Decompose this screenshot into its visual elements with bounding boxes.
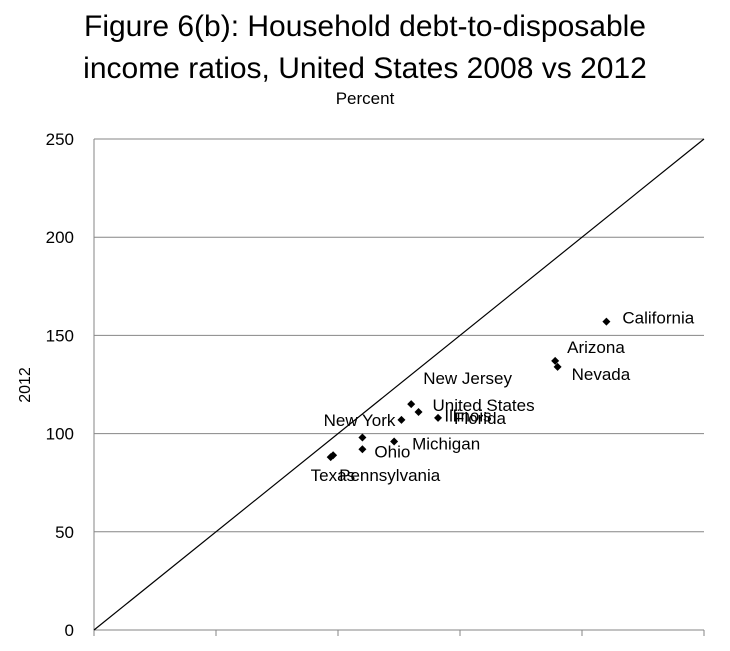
data-point	[390, 437, 399, 446]
point-label: Texas	[311, 466, 355, 485]
data-point	[553, 362, 562, 371]
y-tick-label: 150	[46, 326, 74, 345]
data-points	[326, 317, 611, 462]
data-point	[434, 413, 443, 422]
point-label: Ohio	[374, 442, 410, 461]
y-tick-label: 200	[46, 228, 74, 247]
point-label: Nevada	[572, 365, 631, 384]
point-labels: California Arizona Nevada New Jersey United …	[311, 309, 695, 486]
y-tick-label: 0	[65, 621, 74, 640]
axes: 0 50 100 150 200 250	[46, 130, 705, 640]
chart-subtitle: Percent	[335, 89, 395, 108]
data-point	[551, 356, 560, 365]
chart-title: Figure 6(b): Household debt-to-disposabl…	[0, 6, 730, 90]
point-label: Pennsylvania	[339, 466, 441, 485]
data-point	[407, 400, 416, 409]
point-label: Florida	[454, 409, 507, 428]
chart-title-line-2: income ratios, United States 2008 vs 201…	[83, 52, 647, 85]
gridlines	[94, 138, 704, 533]
data-point	[602, 317, 611, 326]
y-tick-label: 100	[46, 425, 74, 444]
data-point	[358, 433, 367, 442]
y-tick-label: 50	[55, 523, 74, 542]
point-label: United States	[433, 396, 535, 415]
reference-line	[93, 138, 705, 631]
data-point	[326, 453, 335, 462]
point-label: Michigan	[412, 434, 480, 453]
data-point	[358, 445, 367, 454]
point-label: New Jersey	[423, 369, 512, 388]
y-axis-label: 2012	[17, 367, 34, 403]
point-label: Arizona	[567, 338, 625, 357]
data-point	[397, 415, 406, 424]
y-tick-label: 250	[46, 130, 74, 149]
point-label: New York	[324, 411, 396, 430]
point-label: California	[622, 309, 694, 328]
point-label: Illinois	[444, 407, 491, 426]
chart-title-line-1: Figure 6(b): Household debt-to-disposabl…	[84, 10, 646, 43]
reference-line-group	[93, 138, 705, 631]
data-point	[414, 407, 423, 416]
